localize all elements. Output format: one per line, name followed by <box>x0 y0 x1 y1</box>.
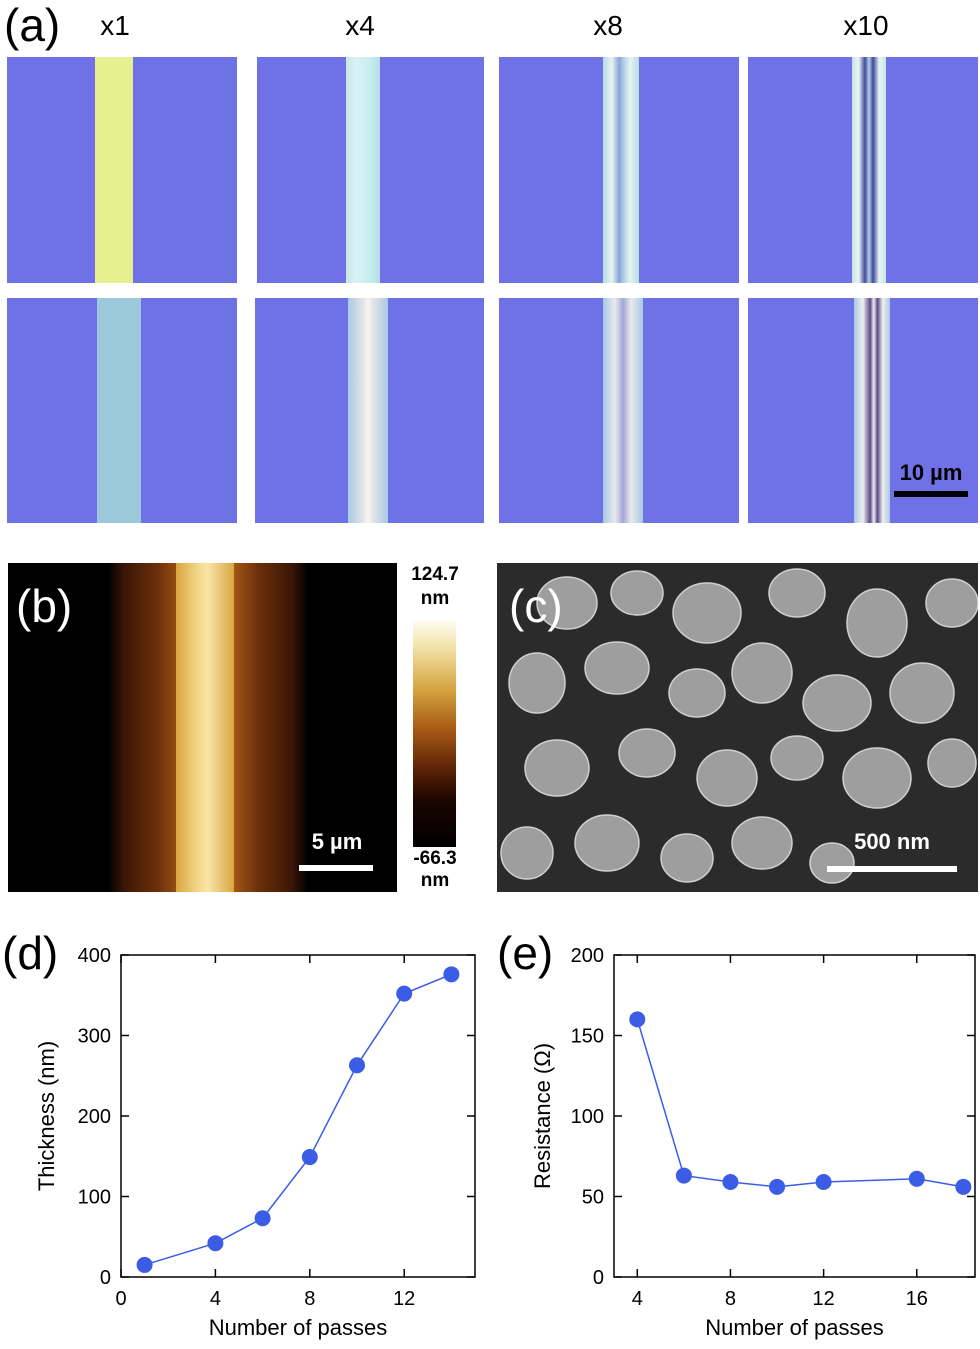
mag-label-x1: x1 <box>100 10 130 41</box>
optical-image-x4-top <box>257 57 484 283</box>
panel-e-label: (e) <box>497 927 554 979</box>
sem-image: (c) 500 nm <box>497 563 978 892</box>
chart-e-point-4 <box>815 1174 832 1191</box>
chart-d-point-1 <box>207 1235 224 1252</box>
mag-label-x8: x8 <box>593 10 623 41</box>
colorbar-min-label: -66.3 <box>413 848 457 869</box>
chart-e-ytick-label-2: 100 <box>571 1106 604 1128</box>
chart-e-plot-frame <box>613 954 976 1278</box>
panel-a-label: (a) <box>4 0 61 51</box>
chart-d-ytick-label-1: 100 <box>78 1187 111 1209</box>
chart-e-xtick-label-0: 4 <box>632 1288 643 1310</box>
optical-image-x10-bottom: 10 µm <box>748 298 978 523</box>
scale-bar-label-b: 5 µm <box>311 829 363 854</box>
chart-e-point-0 <box>629 1011 646 1028</box>
optical-image-x4-bottom <box>255 298 484 523</box>
mag-label-x4: x4 <box>345 10 375 41</box>
optical-image-x8-bottom <box>499 298 739 523</box>
colorbar-max-label: 124.7 <box>411 564 459 585</box>
chart-e-point-3 <box>769 1178 786 1195</box>
chart-e-ytick-label-4: 200 <box>571 945 604 967</box>
chart-e-series-line <box>636 1019 964 1188</box>
chart-d-xtick-label-0: 0 <box>115 1288 126 1310</box>
panel-b-label: (b) <box>16 580 73 632</box>
chart-d-point-0 <box>136 1256 153 1273</box>
sem-grains <box>500 568 978 884</box>
chart-e: 4 8 12 16 0 50 100 150 200 Number of passes Resist… <box>530 945 976 1340</box>
panel-d-label: (d) <box>2 927 59 979</box>
chart-d-ytick-label-4: 400 <box>78 945 111 967</box>
optical-image-x1-top <box>7 57 237 283</box>
chart-d-series-line <box>144 973 452 1266</box>
optical-image-x8-top <box>499 57 739 283</box>
colorbar-min-unit: nm <box>420 870 450 891</box>
chart-d-point-3 <box>301 1149 318 1166</box>
chart-d-xtick-label-1: 4 <box>210 1288 221 1310</box>
afm-image: (b) 5 µm <box>8 563 397 892</box>
chart-d-xtick-label-2: 8 <box>304 1288 315 1310</box>
chart-d-ytick-label-2: 200 <box>78 1106 111 1128</box>
chart-e-yaxis-label: Resistance (Ω) <box>530 1043 555 1189</box>
chart-e-point-5 <box>908 1170 925 1187</box>
scale-bar-a <box>894 491 968 497</box>
chart-d-ytick-label-0: 0 <box>100 1267 111 1289</box>
scale-bar-c <box>827 866 957 872</box>
chart-d: 0 4 8 12 0 100 200 300 400 Number of passes Thickn… <box>34 945 476 1340</box>
chart-d-xaxis-label: Number of passes <box>209 1315 388 1340</box>
chart-e-ytick-label-0: 0 <box>593 1267 604 1289</box>
chart-d-point-5 <box>396 985 413 1002</box>
colorbar <box>413 620 456 847</box>
chart-e-point-6 <box>955 1178 972 1195</box>
chart-d-point-6 <box>443 966 460 983</box>
optical-image-x1-bottom <box>7 298 237 523</box>
chart-e-ytick-label-3: 150 <box>571 1026 604 1048</box>
chart-e-point-1 <box>675 1167 692 1184</box>
chart-d-yaxis-label: Thickness (nm) <box>34 1041 59 1191</box>
chart-d-ytick-label-3: 300 <box>78 1026 111 1048</box>
scale-bar-label-c: 500 nm <box>854 829 930 854</box>
scale-bar-label-a: 10 µm <box>899 460 963 485</box>
chart-e-ytick-label-1: 50 <box>582 1187 604 1209</box>
chart-e-xaxis-label: Number of passes <box>705 1315 884 1340</box>
colorbar-max-unit: nm <box>420 588 450 609</box>
chart-e-xtick-label-2: 12 <box>812 1288 834 1310</box>
chart-d-point-2 <box>254 1210 271 1227</box>
optical-image-x10-top <box>748 57 978 283</box>
chart-e-xtick-label-3: 16 <box>906 1288 928 1310</box>
chart-d-point-4 <box>349 1057 365 1074</box>
scale-bar-b <box>299 865 373 871</box>
chart-d-plot-frame <box>120 954 476 1278</box>
chart-e-point-2 <box>722 1174 739 1191</box>
panel-c-label: (c) <box>509 580 563 632</box>
chart-e-xtick-label-1: 8 <box>725 1288 736 1310</box>
chart-d-xtick-label-3: 12 <box>393 1288 415 1310</box>
mag-label-x10: x10 <box>843 10 889 41</box>
